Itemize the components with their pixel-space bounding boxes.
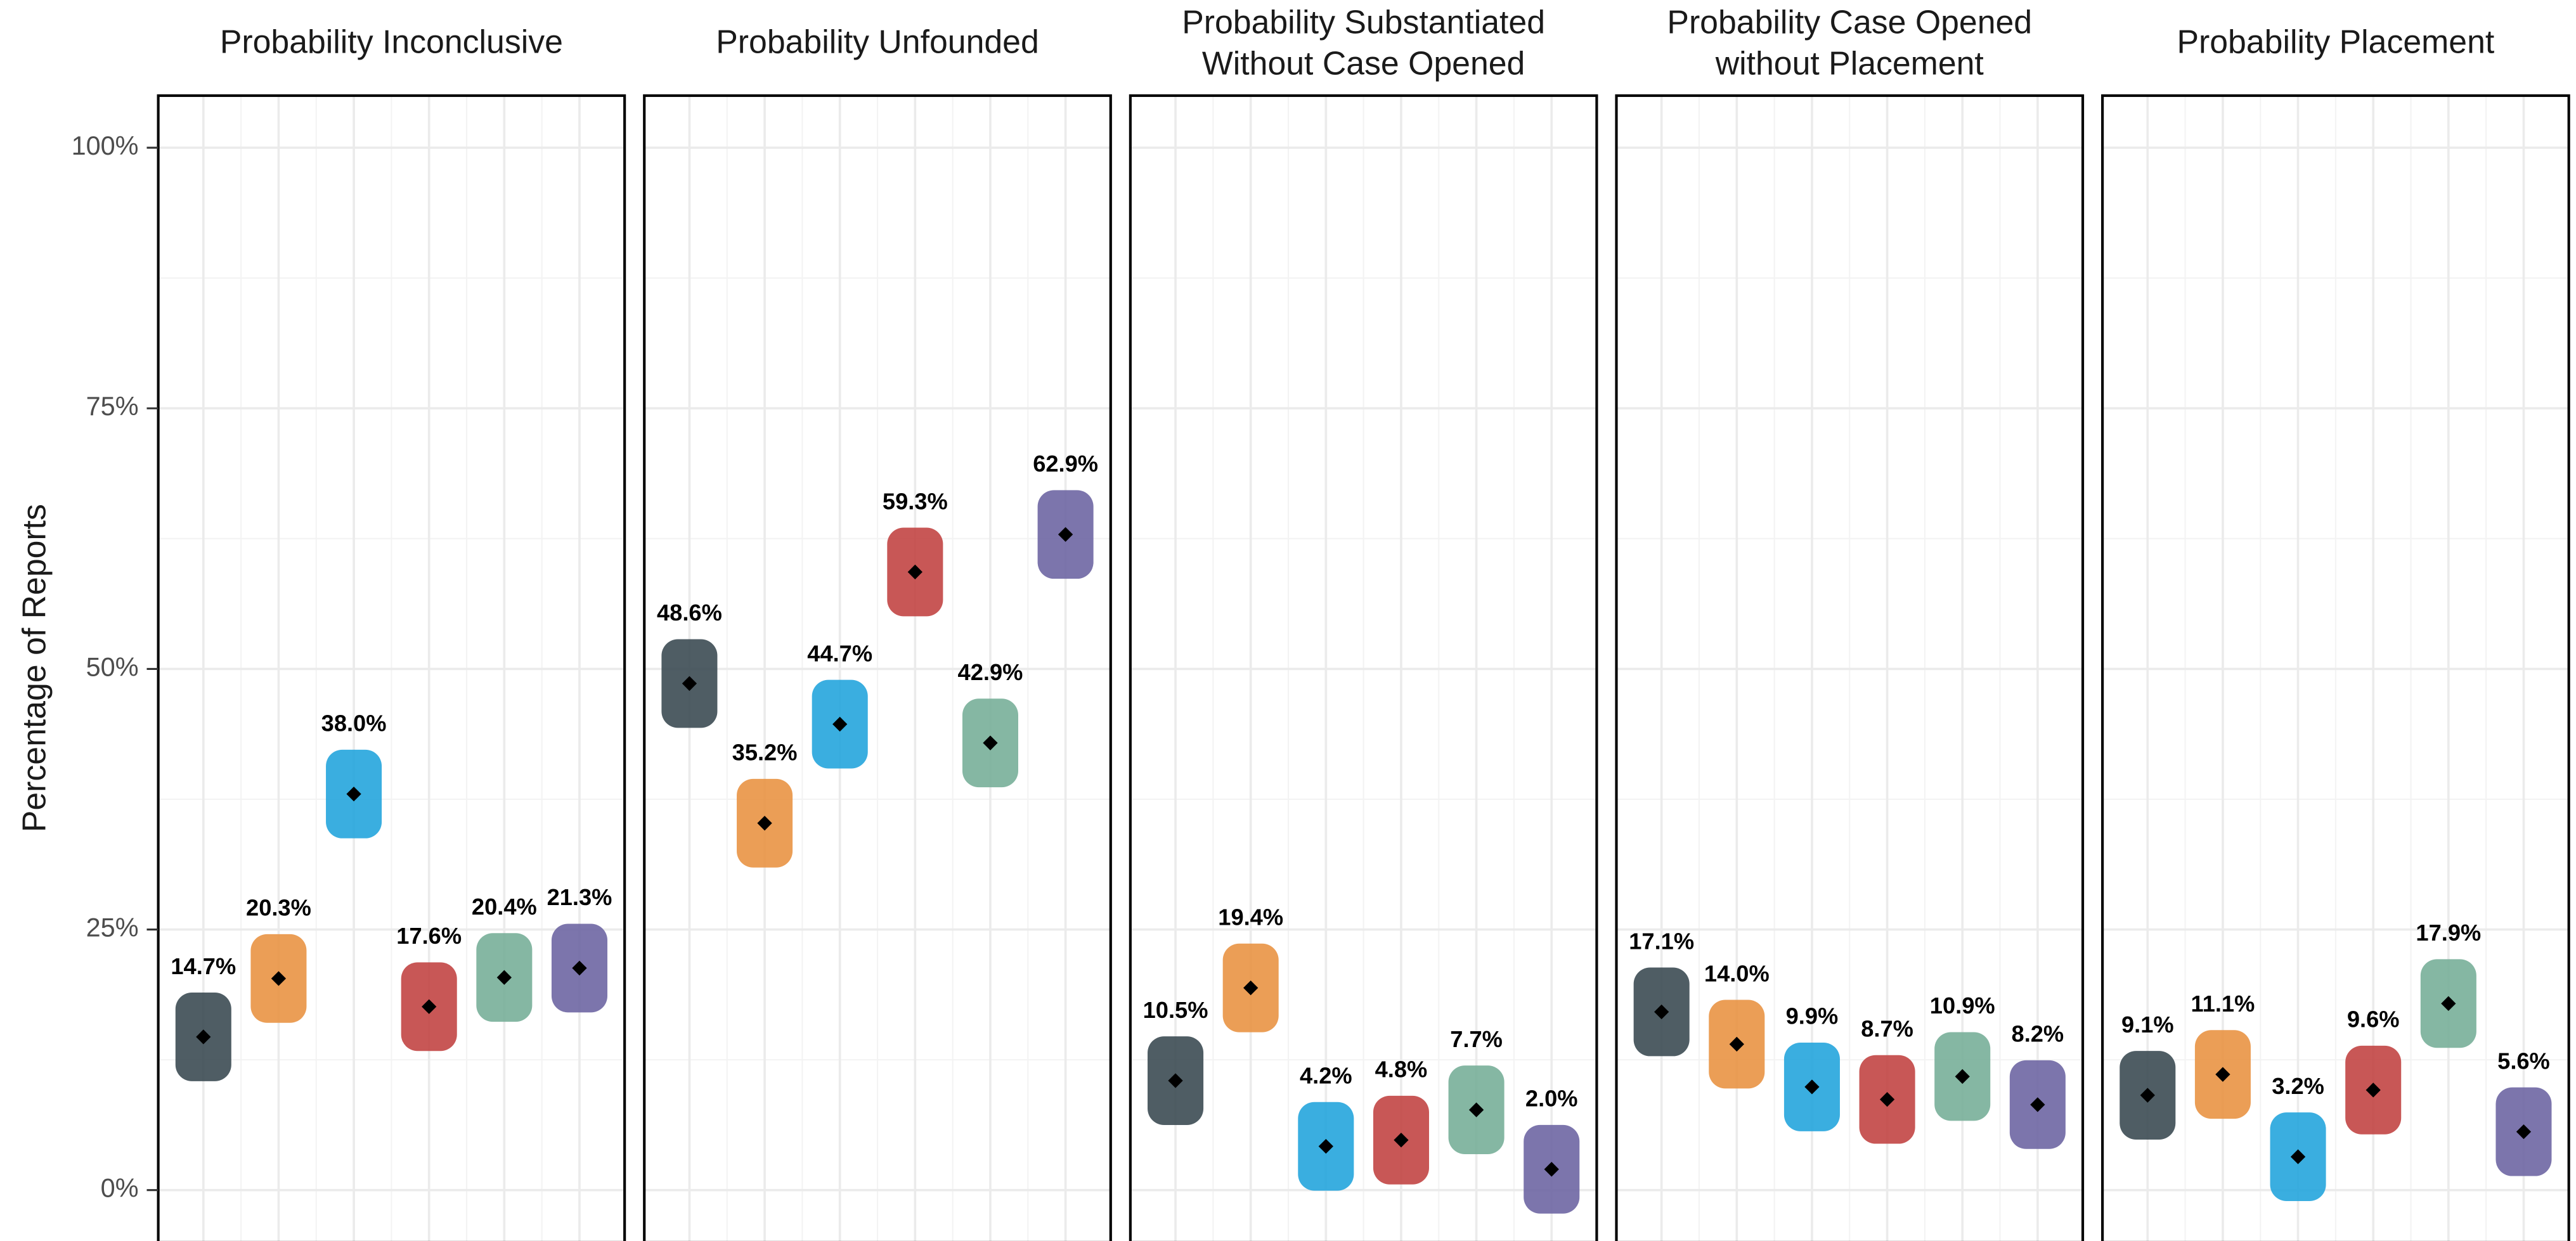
value-label: 4.8% <box>1375 1057 1428 1083</box>
value-label: 19.4% <box>1218 904 1283 930</box>
value-label: 8.2% <box>2012 1021 2064 1047</box>
panel-title: without Placement <box>1715 44 1984 81</box>
panel-title: Probability Inconclusive <box>220 23 563 60</box>
value-label: 8.7% <box>1861 1015 1913 1041</box>
value-label: 10.5% <box>1143 997 1208 1023</box>
mean-point <box>346 787 361 802</box>
value-label: 20.4% <box>472 894 537 920</box>
mean-point <box>1804 1079 1820 1095</box>
panel-border <box>2101 94 2570 1241</box>
mean-point <box>2140 1088 2155 1103</box>
mean-point <box>2290 1149 2306 1164</box>
panel-title: Probability Case Opened <box>1667 4 2032 41</box>
mean-point <box>1168 1073 1183 1088</box>
y-axis-label: Percentage of Reports <box>16 504 53 832</box>
panel <box>1130 95 1597 1241</box>
value-label: 62.9% <box>1033 451 1098 477</box>
value-label: 3.2% <box>2272 1073 2324 1099</box>
panel <box>2102 95 2569 1241</box>
value-label: 35.2% <box>732 740 798 766</box>
mean-point <box>1654 1004 1669 1020</box>
value-label: 14.7% <box>171 953 236 979</box>
value-label: 7.7% <box>1450 1026 1503 1052</box>
mean-point <box>2366 1083 2381 1098</box>
value-label: 4.2% <box>1300 1062 1352 1088</box>
mean-point <box>422 999 437 1014</box>
value-label: 21.3% <box>547 884 612 910</box>
mean-point <box>271 971 287 986</box>
value-label: 48.6% <box>657 600 722 626</box>
value-label: 10.9% <box>1930 993 1995 1019</box>
panel-title: Probability Substantiated <box>1182 4 1545 41</box>
mean-point <box>496 970 512 985</box>
value-label: 38.0% <box>321 711 387 736</box>
panel-border <box>643 94 1112 1241</box>
value-label: 5.6% <box>2497 1048 2550 1074</box>
mean-point <box>2215 1067 2230 1082</box>
mean-point <box>1318 1138 1333 1154</box>
mean-point <box>757 816 772 831</box>
mean-point <box>1468 1102 1484 1117</box>
y-tick-label: 0% <box>101 1173 139 1203</box>
value-label: 59.3% <box>883 488 948 514</box>
value-label: 44.7% <box>807 640 872 666</box>
value-label: 9.1% <box>2121 1012 2174 1038</box>
value-label: 11.1% <box>2191 991 2255 1017</box>
mean-point <box>2441 996 2456 1011</box>
y-tick-label: 50% <box>86 652 139 681</box>
panel-title: Probability Unfounded <box>716 23 1039 60</box>
panel-title: Without Case Opened <box>1202 44 1525 81</box>
value-label: 14.0% <box>1704 960 1770 986</box>
y-tick-label: 100% <box>72 131 139 160</box>
mean-point <box>1955 1069 1970 1084</box>
y-tick-label: 25% <box>86 912 139 942</box>
mean-point <box>2516 1124 2532 1140</box>
value-label: 2.0% <box>1525 1086 1578 1112</box>
panel <box>1616 95 2083 1241</box>
value-label: 20.3% <box>246 895 311 921</box>
mean-point <box>572 960 587 976</box>
y-tick-label: 75% <box>86 391 139 421</box>
value-label: 17.9% <box>2416 920 2481 946</box>
mean-point <box>1729 1036 1744 1052</box>
mean-point <box>1243 981 1259 996</box>
mean-point <box>1394 1133 1409 1148</box>
panel-border <box>1615 94 2085 1241</box>
value-label: 9.9% <box>1786 1003 1839 1029</box>
value-label: 42.9% <box>958 659 1023 685</box>
mean-point <box>832 716 848 732</box>
panel <box>644 95 1111 1241</box>
panel-title: Probability Placement <box>2177 23 2494 60</box>
value-label: 9.6% <box>2347 1006 2400 1032</box>
mean-point <box>196 1029 211 1045</box>
panel <box>158 95 625 1241</box>
mean-point <box>2030 1097 2045 1112</box>
value-label: 17.1% <box>1629 928 1694 954</box>
mean-point <box>1058 527 1073 542</box>
mean-point <box>1879 1091 1895 1107</box>
mean-point <box>907 564 922 580</box>
mean-point <box>983 735 998 750</box>
mean-point <box>1544 1162 1559 1177</box>
panel-border <box>1129 94 1598 1241</box>
mean-point <box>682 676 697 691</box>
value-label: 17.6% <box>396 923 462 949</box>
